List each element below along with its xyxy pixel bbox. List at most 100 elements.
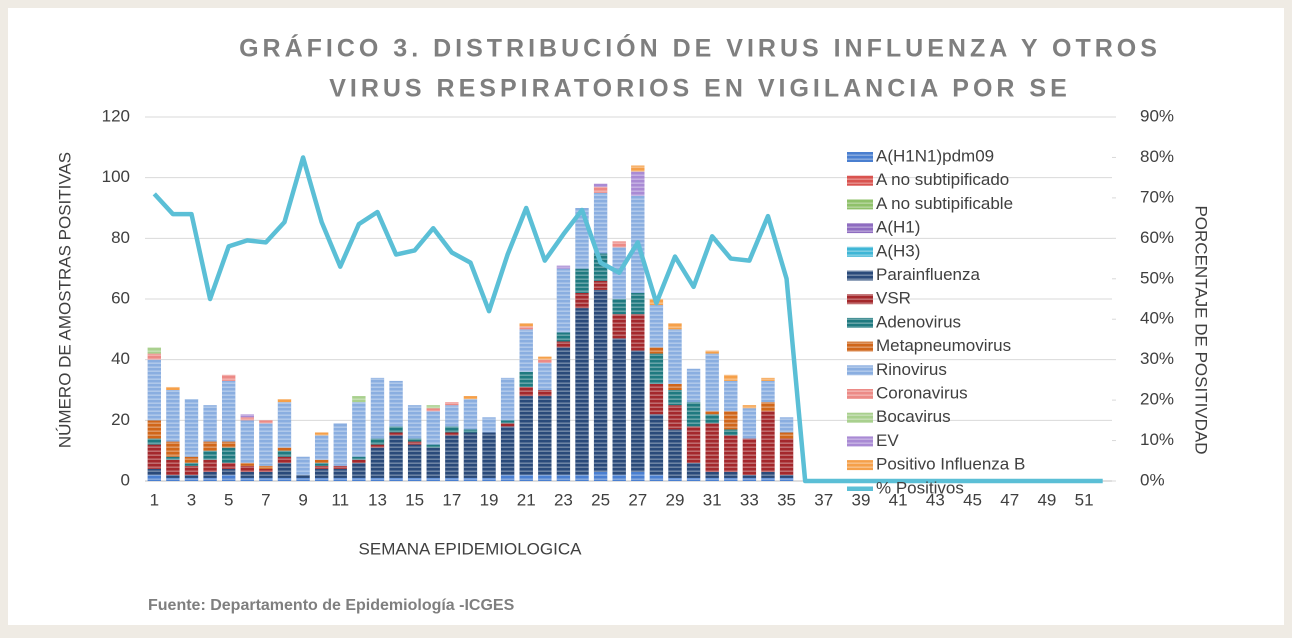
bar-texture xyxy=(705,350,719,354)
legend-label: A no subtipificado xyxy=(876,170,1009,189)
bar-texture xyxy=(166,456,180,460)
bar-texture xyxy=(779,417,794,433)
bar-texture xyxy=(407,441,422,445)
bar-texture xyxy=(575,268,589,293)
bar-texture xyxy=(631,292,645,315)
bar-texture xyxy=(333,465,347,469)
legend-texture xyxy=(847,389,873,399)
bar-texture xyxy=(779,474,794,478)
legend-label: A(H1) xyxy=(876,218,920,237)
bar-texture xyxy=(519,371,533,387)
bar-texture xyxy=(761,402,775,412)
bar-texture xyxy=(296,474,310,478)
bar-texture xyxy=(779,438,794,475)
bar-texture xyxy=(668,323,682,330)
bar-texture xyxy=(147,347,161,354)
bar-texture xyxy=(538,356,552,360)
bar-texture xyxy=(221,447,236,463)
bar-texture xyxy=(556,332,571,342)
bar-texture xyxy=(426,447,440,478)
bar-texture xyxy=(277,450,292,457)
bar-texture xyxy=(277,462,292,478)
bar-texture xyxy=(593,471,608,481)
legend-label: Metapneumovirus xyxy=(876,336,1011,355)
bar-texture xyxy=(203,441,217,451)
bar-texture xyxy=(166,477,180,481)
bar-texture xyxy=(500,474,515,481)
bar-texture xyxy=(426,408,440,412)
bar-texture xyxy=(742,474,757,478)
bar-texture xyxy=(482,417,496,433)
x-tick-label: 51 xyxy=(1075,490,1094,509)
bar-texture xyxy=(314,465,329,469)
legend-label: A no subtipificable xyxy=(876,194,1013,213)
bar-texture xyxy=(612,241,626,248)
bar-texture xyxy=(240,465,254,472)
line xyxy=(152,155,1103,484)
x-tick-label: 13 xyxy=(368,490,387,509)
legend-texture xyxy=(847,246,873,257)
bar-texture xyxy=(445,426,459,433)
bar-texture xyxy=(445,432,459,436)
bar-texture xyxy=(314,435,329,460)
legend-texture xyxy=(847,365,873,376)
bar-texture xyxy=(147,474,161,481)
bar-texture xyxy=(259,423,273,466)
bar-texture xyxy=(240,462,254,466)
bar-texture xyxy=(203,459,217,472)
bar-texture xyxy=(556,341,571,348)
x-tick-label: 37 xyxy=(814,490,833,509)
bar-texture xyxy=(593,253,608,281)
bar-texture xyxy=(184,477,199,481)
y2-tick-label: 10% xyxy=(1140,430,1174,449)
bar-texture xyxy=(203,471,217,478)
legend-texture xyxy=(847,460,873,471)
bar-texture xyxy=(184,474,199,478)
bar-texture xyxy=(184,462,199,466)
bar-texture xyxy=(575,308,589,475)
bar-texture xyxy=(352,396,366,403)
bar-texture xyxy=(779,477,794,481)
bar-texture xyxy=(724,471,738,478)
y2-tick-label: 70% xyxy=(1140,187,1174,206)
bar-texture xyxy=(277,447,292,451)
bar-texture xyxy=(259,468,273,472)
bar-texture xyxy=(445,405,459,427)
bar-texture xyxy=(649,353,664,384)
bar-texture xyxy=(705,353,719,412)
panel xyxy=(8,8,1284,625)
bar-texture xyxy=(221,374,236,381)
bar-texture xyxy=(166,459,180,475)
bar-texture xyxy=(184,456,199,463)
bar-texture xyxy=(221,380,236,442)
bar-texture xyxy=(221,468,236,475)
bar-texture xyxy=(556,268,571,333)
x-tick-label: 31 xyxy=(703,490,722,509)
bar-texture xyxy=(445,402,459,406)
bar-texture xyxy=(482,432,496,478)
bar-texture xyxy=(612,474,626,481)
bar-texture xyxy=(649,474,664,481)
bar-texture xyxy=(612,299,626,315)
bar-texture xyxy=(686,368,701,403)
bar-texture xyxy=(426,411,440,445)
y-tick-label: 60 xyxy=(111,288,130,307)
legend-texture xyxy=(847,341,873,352)
bar-texture xyxy=(240,414,254,418)
x-tick-label: 11 xyxy=(331,490,349,509)
bar-texture xyxy=(575,292,589,309)
y2-tick-label: 30% xyxy=(1140,349,1174,368)
bar-texture xyxy=(147,353,161,360)
bar-texture xyxy=(389,380,403,427)
x-tick-label: 15 xyxy=(405,490,424,509)
x-tick-label: 17 xyxy=(442,490,461,509)
bar-texture xyxy=(407,438,422,442)
y2-axis-label: PORCENTAJE DE POSITIVDAD xyxy=(1192,205,1211,454)
bar-texture xyxy=(649,305,664,348)
bar-texture xyxy=(445,435,459,478)
x-axis-label: SEMANA EPIDEMIOLOGICA xyxy=(359,539,583,558)
bar-texture xyxy=(519,323,533,327)
y-tick-label: 40 xyxy=(111,349,130,368)
chart-title: VIRUS RESPIRATORIOS EN VIGILANCIA POR SE xyxy=(329,75,1071,103)
